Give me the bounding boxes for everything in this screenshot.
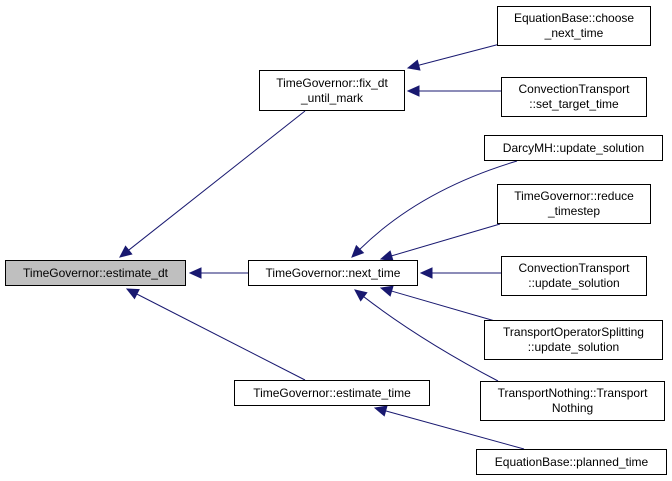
edge-estimate_time-to-estimate_dt — [125, 288, 306, 381]
node-planned-time[interactable]: EquationBase::planned_time — [476, 449, 667, 475]
node-fix-dt[interactable]: TimeGovernor::fix_dt _until_mark — [259, 70, 405, 111]
edge-next_time-to-estimate_dt — [188, 267, 248, 279]
edge-line — [128, 110, 306, 251]
edge-line — [136, 293, 306, 381]
edge-set_target_time-to-fix_dt — [406, 85, 501, 97]
arrowhead-icon — [406, 85, 420, 97]
arrowhead-icon — [406, 59, 421, 71]
node-set-target-time[interactable]: ConvectionTransport ::set_target_time — [501, 77, 647, 117]
edge-line — [359, 160, 518, 250]
edge-line — [418, 43, 501, 66]
edge-line — [391, 290, 496, 322]
arrowhead-icon — [379, 285, 394, 297]
edge-conv_update-to-next_time — [419, 267, 501, 279]
edge-transport_nothing-to-next_time — [354, 289, 499, 382]
arrowhead-icon — [373, 405, 388, 417]
arrowhead-icon — [354, 289, 368, 302]
arrowhead-icon — [125, 288, 140, 300]
arrowhead-icon — [188, 267, 202, 279]
arrowhead-icon — [379, 250, 394, 262]
edge-planned_time-to-estimate_time — [373, 405, 525, 450]
node-next-time[interactable]: TimeGovernor::next_time — [248, 260, 418, 286]
node-tos-update[interactable]: TransportOperatorSplitting ::update_solu… — [484, 320, 663, 360]
edge-darcy_update-to-next_time — [351, 160, 518, 258]
edge-choose_next_time-to-fix_dt — [406, 43, 501, 71]
node-choose-next-time[interactable]: EquationBase::choose _next_time — [497, 6, 651, 46]
edge-line — [363, 296, 499, 382]
arrowhead-icon — [119, 245, 133, 258]
node-estimate-dt[interactable]: TimeGovernor::estimate_dt — [5, 260, 186, 286]
node-reduce-timestep[interactable]: TimeGovernor::reduce _timestep — [497, 184, 651, 224]
node-estimate-time[interactable]: TimeGovernor::estimate_time — [234, 380, 430, 406]
arrowhead-icon — [419, 267, 433, 279]
node-conv-update[interactable]: ConvectionTransport ::update_solution — [501, 256, 647, 296]
edge-line — [385, 410, 525, 450]
arrowhead-icon — [351, 244, 365, 258]
edge-tos_update-to-next_time — [379, 285, 496, 322]
edge-line — [391, 223, 501, 257]
edge-fix_dt-to-estimate_dt — [119, 110, 306, 258]
node-transport-nothing[interactable]: TransportNothing::Transport Nothing — [480, 381, 665, 421]
edge-reduce_timestep-to-next_time — [379, 223, 501, 262]
node-darcy-update[interactable]: DarcyMH::update_solution — [484, 135, 663, 161]
